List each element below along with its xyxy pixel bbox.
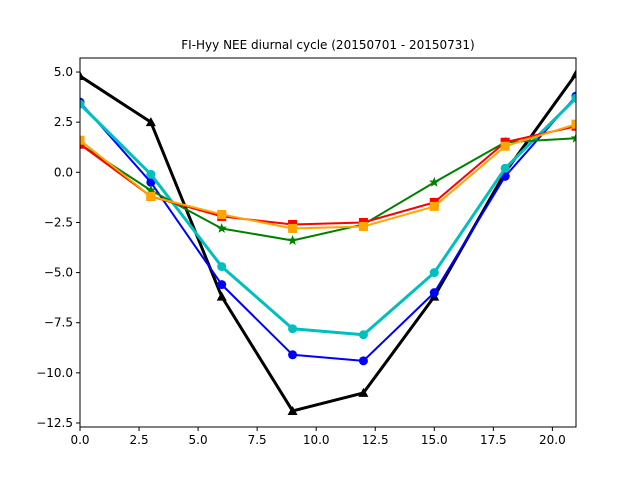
y-tick-label: −7.5: [44, 316, 73, 330]
data-point: [80, 99, 85, 109]
y-tick-label: 0.0: [54, 165, 73, 179]
data-point: [429, 176, 440, 187]
data-point: [358, 330, 368, 340]
x-tick-label: 7.5: [248, 433, 267, 447]
data-point: [500, 163, 510, 173]
x-tick-label: 12.5: [362, 433, 389, 447]
series-2: [80, 93, 576, 340]
x-tick-label: 15.0: [421, 433, 448, 447]
data-point: [288, 223, 298, 233]
data-point: [146, 191, 156, 201]
data-point: [217, 262, 227, 272]
data-point: [216, 222, 227, 233]
series-1: [80, 91, 576, 366]
y-tick-label: −5.0: [44, 266, 73, 280]
data-point: [145, 184, 157, 195]
series-line: [80, 97, 576, 337]
series-layer: [80, 69, 576, 415]
y-tick-label: 5.0: [54, 65, 73, 79]
data-point: [358, 356, 368, 366]
data-point: [358, 221, 368, 231]
data-point: [287, 234, 298, 245]
plot-frame: [79, 57, 577, 428]
data-point: [146, 169, 156, 179]
data-point: [571, 93, 576, 103]
series-5: [80, 119, 576, 233]
data-point: [358, 387, 369, 397]
data-point: [500, 141, 510, 151]
y-tick-label: −10.0: [36, 366, 73, 380]
data-point: [429, 201, 439, 211]
y-tick-label: −2.5: [44, 215, 73, 229]
x-tick-label: 20.0: [539, 433, 566, 447]
series-line: [80, 73, 576, 413]
series-line: [80, 137, 576, 242]
data-point: [429, 288, 439, 298]
data-point: [571, 69, 576, 79]
data-point: [429, 268, 439, 278]
data-point: [570, 132, 576, 143]
series-0: [80, 69, 576, 415]
x-tick-label: 2.5: [130, 433, 149, 447]
data-point: [80, 71, 85, 81]
axes-layer: 0.0 2.5 5.0 7.5 10.0 12.5 15.0 17.5 20.0 5.0 2.5 0.…: [36, 65, 566, 447]
data-point: [216, 291, 227, 301]
x-tick-label: 0.0: [70, 433, 89, 447]
data-point: [217, 209, 227, 219]
data-point: [288, 350, 298, 360]
data-point: [145, 117, 156, 127]
series-line: [80, 123, 576, 230]
y-tick-label: 2.5: [54, 115, 73, 129]
chart-title: FI-Hyy NEE diurnal cycle (20150701 - 201…: [181, 38, 474, 52]
x-tick-label: 10.0: [303, 433, 330, 447]
y-tick-label: −12.5: [36, 416, 73, 430]
series-line: [80, 95, 576, 362]
x-tick-label: 5.0: [189, 433, 208, 447]
x-tick-label: 17.5: [480, 433, 507, 447]
data-point: [571, 119, 576, 129]
data-point: [146, 177, 156, 187]
data-point: [287, 405, 298, 415]
data-point: [288, 324, 298, 334]
data-point: [217, 280, 227, 290]
data-point: [80, 135, 85, 145]
